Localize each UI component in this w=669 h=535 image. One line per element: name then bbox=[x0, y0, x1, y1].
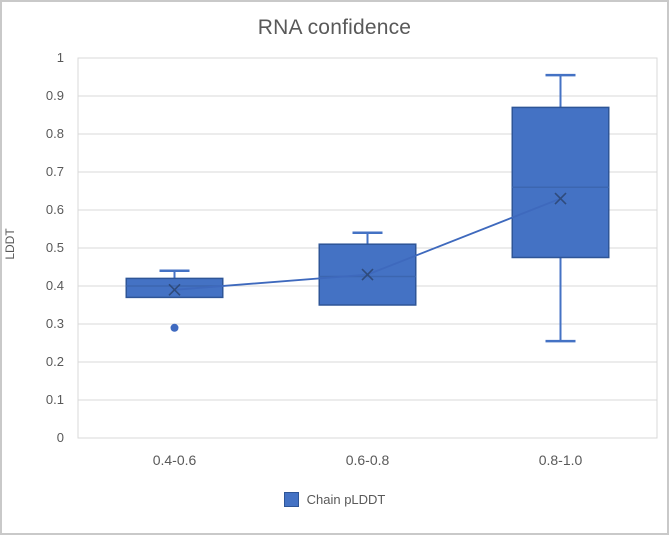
y-tick-label: 0.1 bbox=[45, 392, 64, 407]
y-tick-label: 0.9 bbox=[45, 88, 64, 103]
legend-label: Chain pLDDT bbox=[306, 492, 386, 507]
y-tick-label: 0.4 bbox=[45, 278, 64, 293]
mean-x-marker[interactable] bbox=[168, 283, 181, 296]
mean-x-marker[interactable] bbox=[361, 268, 374, 281]
y-tick-label: 0.3 bbox=[45, 316, 64, 331]
y-tick-label: 0.5 bbox=[45, 240, 64, 255]
y-tick-label: 0.6 bbox=[45, 202, 64, 217]
y-tick-label: 1 bbox=[56, 50, 64, 65]
mean-x-marker[interactable] bbox=[554, 192, 567, 205]
plot-border bbox=[77, 57, 658, 439]
chart-title: RNA confidence bbox=[257, 16, 412, 39]
y-tick-label: 0.7 bbox=[45, 164, 64, 179]
boxplot-box[interactable] bbox=[511, 106, 610, 259]
boxplot-box[interactable] bbox=[125, 277, 224, 299]
y-tick-label: 0 bbox=[56, 430, 64, 445]
y-tick-label: 0.8 bbox=[45, 126, 64, 141]
y-tick-label: 0.2 bbox=[45, 354, 64, 369]
legend[interactable]: Chain pLDDT bbox=[2, 492, 667, 507]
x-category-label: 0.4-0.6 bbox=[152, 452, 197, 468]
outlier-point[interactable] bbox=[170, 323, 179, 332]
x-category-label: 0.6-0.8 bbox=[345, 452, 390, 468]
x-category-label: 0.8-1.0 bbox=[538, 452, 583, 468]
legend-swatch-icon bbox=[283, 492, 299, 507]
